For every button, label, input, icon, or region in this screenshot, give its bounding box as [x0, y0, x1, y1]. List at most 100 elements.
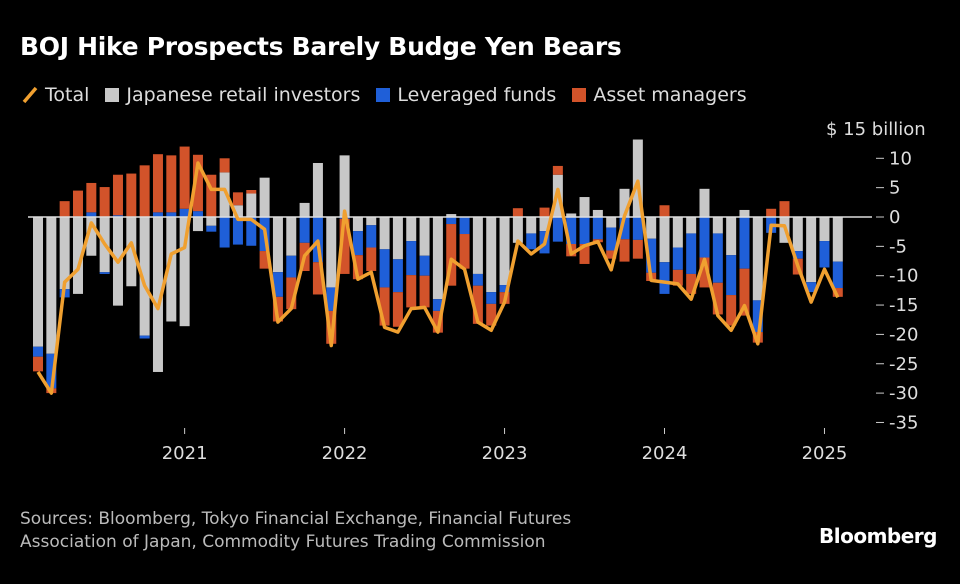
bar-leveraged [459, 217, 470, 235]
y-tick-label: -20 [889, 324, 918, 345]
legend-label: Japanese retail investors [126, 84, 361, 106]
bar-retail [352, 217, 363, 232]
bar-asset [552, 165, 563, 175]
bar-retail [126, 217, 137, 287]
bar-leveraged [499, 285, 510, 293]
bar-leveraged [166, 212, 177, 217]
bar-asset [139, 165, 150, 217]
bar-retail [499, 217, 510, 286]
bar-leveraged [672, 247, 683, 270]
bar-asset [699, 257, 710, 288]
bar-leveraged [33, 346, 43, 357]
bar-retail [219, 172, 230, 217]
bar-asset [632, 239, 643, 259]
bar-retail [339, 155, 350, 217]
bar-leveraged [566, 217, 577, 245]
bar-leveraged [606, 227, 617, 251]
bar-retail [192, 217, 203, 232]
bar-leveraged [352, 231, 363, 256]
bar-asset [286, 277, 297, 310]
bar-retail [432, 217, 443, 300]
bar-retail [486, 217, 497, 293]
bar-leveraged [246, 217, 257, 246]
bar-leveraged [219, 217, 230, 248]
bar-leveraged [686, 233, 697, 274]
bar-leveraged [806, 282, 817, 293]
bar-asset [432, 310, 443, 333]
bar-asset [619, 239, 630, 262]
bar-asset [472, 285, 483, 324]
y-tick-label: -5 [889, 236, 907, 257]
y-tick-label: -35 [889, 412, 918, 433]
source-note: Sources: Bloomberg, Tokyo Financial Exch… [20, 508, 571, 554]
bar-asset [726, 295, 737, 326]
bar-retail [539, 217, 550, 232]
bar-retail [819, 217, 830, 242]
legend-label: Asset managers [593, 84, 747, 106]
bar-leveraged [299, 217, 310, 243]
x-tick-label: 2025 [802, 443, 848, 464]
bar-retail [632, 139, 643, 217]
bar-leveraged [819, 241, 830, 268]
bar-asset [419, 275, 430, 308]
bar-leveraged [726, 255, 737, 296]
bar-retail [619, 188, 630, 217]
bar-leveraged [392, 259, 403, 293]
bar-asset [486, 303, 497, 326]
chart-title: BOJ Hike Prospects Barely Budge Yen Bear… [20, 32, 622, 61]
y-tick-label: 10 [889, 148, 912, 169]
bar-leveraged [632, 217, 643, 240]
bar-retail [72, 217, 83, 294]
bar-retail [272, 217, 283, 273]
square-icon [572, 88, 587, 102]
bar-leveraged [646, 238, 657, 273]
bar-asset [312, 262, 323, 295]
x-tick-label: 2022 [322, 443, 368, 464]
bar-leveraged [152, 212, 163, 217]
bar-asset [766, 208, 777, 217]
total-line [36, 161, 840, 395]
bar-leveraged [326, 287, 337, 311]
bar-retail [312, 162, 323, 217]
bar-asset [779, 201, 790, 217]
bar-leveraged [139, 335, 150, 339]
bar-retail [166, 217, 177, 322]
bar-retail [419, 217, 430, 256]
bar-asset [712, 282, 723, 315]
bar-asset [606, 250, 617, 259]
bar-retail [806, 217, 817, 283]
bar-asset [232, 192, 243, 206]
bar-retail [726, 217, 737, 256]
bar-asset [152, 154, 163, 213]
bar-retail [832, 217, 843, 262]
bar-leveraged [752, 300, 763, 333]
bar-asset [126, 173, 137, 217]
bar-asset [459, 234, 470, 269]
bar-asset [339, 218, 350, 274]
bar-retail [752, 217, 763, 301]
bar-asset [379, 287, 390, 326]
bar-leveraged [272, 272, 283, 297]
x-tick-label: 2021 [162, 443, 208, 464]
bar-asset [206, 174, 217, 217]
bar-asset [659, 205, 670, 217]
bar-leveraged [472, 273, 483, 286]
bar-asset [686, 273, 697, 294]
legend-item-retail: Japanese retail investors [105, 84, 360, 106]
bar-retail [446, 214, 457, 217]
bar-asset [392, 292, 403, 327]
bar-asset [179, 146, 190, 209]
y-tick-label: -10 [889, 266, 918, 287]
y-tick-label: -30 [889, 383, 918, 404]
bar-retail [379, 217, 390, 250]
bar-retail [659, 217, 670, 263]
bar-asset [99, 187, 110, 217]
y-axis-unit-label: $ 15 billion [826, 119, 926, 140]
bar-retail [592, 209, 603, 217]
legend-label: Leveraged funds [397, 84, 557, 106]
bar-retail [152, 217, 163, 372]
bar-retail [326, 217, 337, 288]
x-tick-label: 2024 [642, 443, 688, 464]
y-tick-label: -25 [889, 354, 918, 375]
